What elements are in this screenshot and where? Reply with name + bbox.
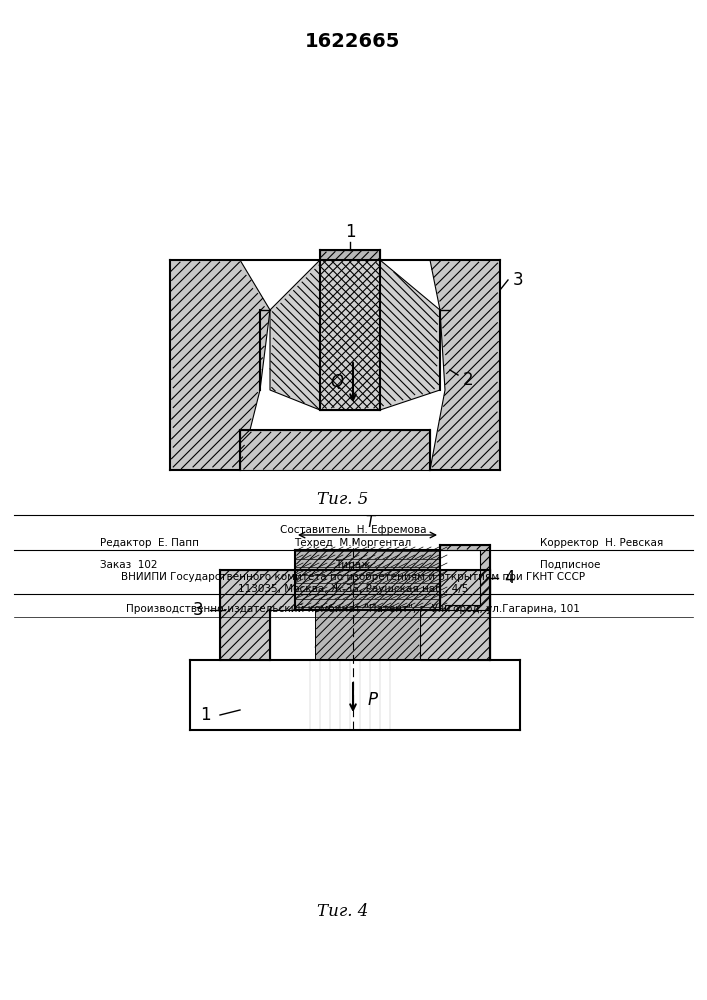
- Text: Редактор  Е. Папп: Редактор Е. Папп: [100, 538, 199, 548]
- Text: Составитель  Н. Ефремова: Составитель Н. Ефремова: [280, 525, 426, 535]
- Text: 1: 1: [199, 706, 210, 724]
- Polygon shape: [295, 550, 440, 610]
- Text: Тираж: Тираж: [335, 560, 370, 570]
- Polygon shape: [315, 610, 420, 660]
- Text: 3: 3: [193, 601, 204, 619]
- Polygon shape: [240, 430, 430, 470]
- Text: Τиг. 4: Τиг. 4: [317, 904, 368, 920]
- Polygon shape: [270, 260, 440, 410]
- Polygon shape: [420, 570, 490, 660]
- Text: 1: 1: [345, 223, 356, 241]
- Text: 4: 4: [505, 569, 515, 587]
- Text: T: T: [366, 515, 375, 530]
- Text: Подписное: Подписное: [540, 560, 600, 570]
- Text: Q: Q: [330, 373, 343, 391]
- Polygon shape: [430, 260, 500, 470]
- Polygon shape: [320, 250, 380, 410]
- Text: 113035, Москва, Ж-35, Раушская наб., 4/5: 113035, Москва, Ж-35, Раушская наб., 4/5: [238, 584, 468, 594]
- Text: P: P: [368, 691, 378, 709]
- Text: ВНИИПИ Государственного комитета по изобретениям и открытиям при ГКНТ СССР: ВНИИПИ Государственного комитета по изоб…: [121, 572, 585, 582]
- Text: Корректор  Н. Ревская: Корректор Н. Ревская: [540, 538, 663, 548]
- Text: 3: 3: [513, 271, 523, 289]
- Text: Техред  М.Моргентал: Техред М.Моргентал: [294, 538, 411, 548]
- Text: 2: 2: [462, 371, 473, 389]
- Text: Τиг. 5: Τиг. 5: [317, 491, 368, 508]
- Polygon shape: [220, 570, 295, 660]
- Text: Заказ  102: Заказ 102: [100, 560, 158, 570]
- Polygon shape: [440, 545, 490, 610]
- Text: 1622665: 1622665: [305, 32, 401, 51]
- Text: Производственно-издательский комбинат "Патент", г. Ужгород, ул.Гагарина, 101: Производственно-издательский комбинат "П…: [126, 604, 580, 614]
- Polygon shape: [170, 260, 270, 470]
